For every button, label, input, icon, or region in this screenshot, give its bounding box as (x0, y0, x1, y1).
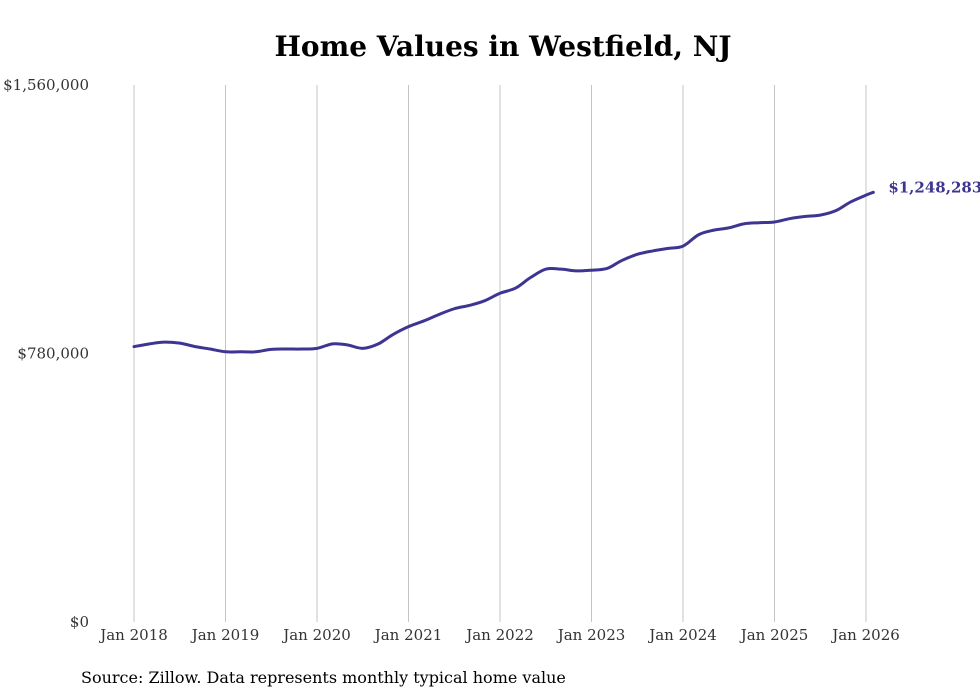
end-value-label: $1,248,283 (888, 178, 980, 196)
y-tick-label: $1,560,000 (3, 76, 89, 94)
x-tick-label: Jan 2021 (373, 626, 443, 644)
x-tick-label: Jan 2026 (830, 626, 900, 644)
x-tick-label: Jan 2023 (556, 626, 626, 644)
x-tick-label: Jan 2019 (190, 626, 260, 644)
source-note: Source: Zillow. Data represents monthly … (81, 668, 566, 687)
x-tick-label: Jan 2018 (98, 626, 168, 644)
x-tick-label: Jan 2025 (739, 626, 809, 644)
x-tick-label: Jan 2022 (464, 626, 534, 644)
chart-title: Home Values in Westfield, NJ (274, 30, 732, 63)
y-tick-label: $780,000 (17, 345, 89, 363)
y-tick-label: $0 (70, 613, 89, 631)
series-line (132, 190, 875, 354)
x-tick-label: Jan 2024 (647, 626, 717, 644)
x-tick-label: Jan 2020 (281, 626, 351, 644)
